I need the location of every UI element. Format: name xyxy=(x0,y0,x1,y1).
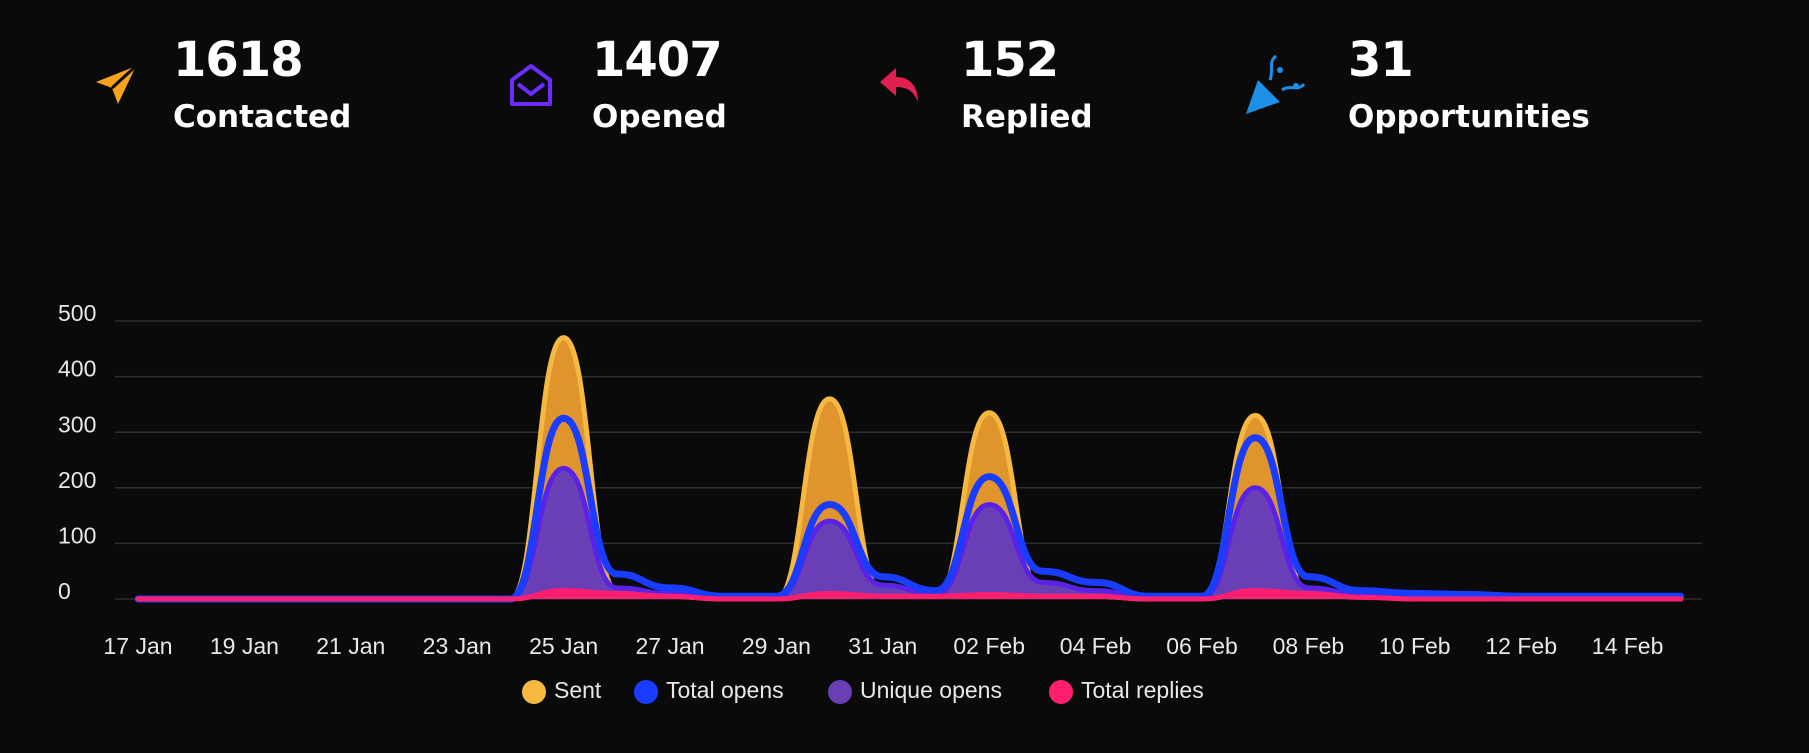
legend-label: Total replies xyxy=(1081,677,1204,703)
x-tick-label: 29 Jan xyxy=(742,633,811,659)
contacted-icon xyxy=(96,64,138,104)
stat-opened: 1407 Opened xyxy=(592,28,727,142)
legend-label: Sent xyxy=(554,677,602,703)
stat-replied: 152 Replied xyxy=(961,28,1093,142)
legend-label: Unique opens xyxy=(860,677,1002,703)
replied-icon xyxy=(880,68,918,102)
stat-value: 31 xyxy=(1348,32,1414,88)
stat-label: Opportunities xyxy=(1348,99,1590,135)
x-tick-label: 08 Feb xyxy=(1273,633,1345,659)
stat-label: Contacted xyxy=(173,99,352,135)
stat-value: 1407 xyxy=(592,32,723,88)
line xyxy=(134,414,1685,603)
y-tick-label: 100 xyxy=(58,522,96,548)
legend-label: Total opens xyxy=(666,677,784,703)
legend-marker xyxy=(828,680,852,704)
x-tick-label: 17 Jan xyxy=(103,633,172,659)
x-tick-label: 10 Feb xyxy=(1379,633,1451,659)
x-tick-label: 27 Jan xyxy=(635,633,704,659)
legend-marker xyxy=(634,680,658,704)
y-tick-label: 500 xyxy=(58,300,96,326)
x-tick-label: 19 Jan xyxy=(210,633,279,659)
opened-icon xyxy=(510,64,552,106)
x-tick-label: 31 Jan xyxy=(848,633,917,659)
stat-opportunities: 31 Opportunities xyxy=(1348,28,1590,142)
legend-marker xyxy=(522,680,546,704)
stat-label: Opened xyxy=(592,99,727,135)
opportunities-icon xyxy=(1246,54,1306,114)
stat-value: 1618 xyxy=(173,32,304,88)
x-tick-label: 25 Jan xyxy=(529,633,598,659)
y-tick-label: 0 xyxy=(58,578,71,604)
x-tick-label: 21 Jan xyxy=(316,633,385,659)
stat-value: 152 xyxy=(961,32,1059,88)
x-tick-label: 06 Feb xyxy=(1166,633,1238,659)
y-tick-label: 200 xyxy=(58,467,96,493)
y-tick-label: 300 xyxy=(58,411,96,437)
stat-label: Replied xyxy=(961,99,1093,135)
x-tick-label: 23 Jan xyxy=(423,633,492,659)
legend-marker xyxy=(1049,680,1073,704)
area xyxy=(138,590,1681,599)
x-tick-label: 04 Feb xyxy=(1060,633,1132,659)
line xyxy=(135,588,1684,602)
stat-contacted: 1618 Contacted xyxy=(173,28,351,142)
x-tick-label: 02 Feb xyxy=(953,633,1025,659)
y-tick-label: 400 xyxy=(58,356,96,382)
x-tick-label: 14 Feb xyxy=(1592,633,1664,659)
x-tick-label: 12 Feb xyxy=(1485,633,1557,659)
